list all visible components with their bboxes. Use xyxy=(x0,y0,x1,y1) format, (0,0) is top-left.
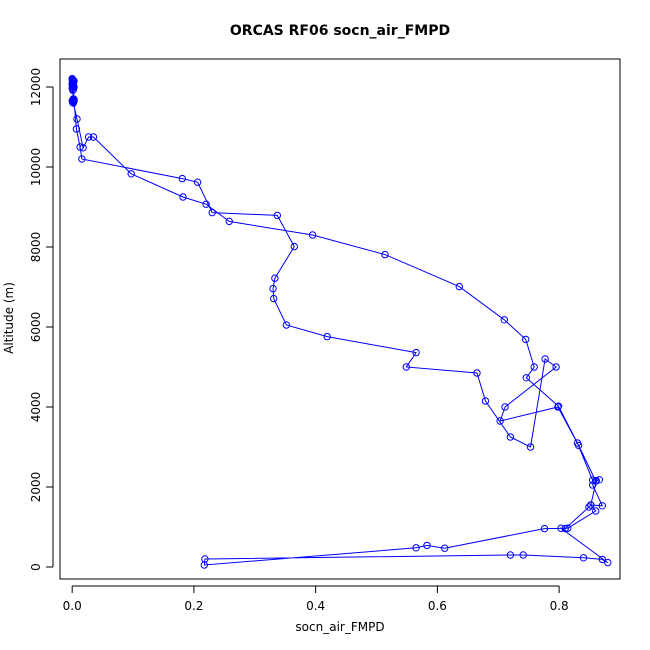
data-point xyxy=(200,561,209,569)
data-point xyxy=(501,403,509,411)
data-point xyxy=(412,544,420,552)
x-tick-label: 0.2 xyxy=(184,599,203,613)
data-point xyxy=(79,144,87,152)
y-tick-label: 8000 xyxy=(29,232,43,263)
data-point xyxy=(587,501,595,509)
data-point xyxy=(500,316,508,324)
y-axis-label: Altitude (m) xyxy=(2,282,16,354)
data-point xyxy=(579,554,588,562)
y-tick-label: 2000 xyxy=(29,472,43,503)
data-point xyxy=(574,441,583,450)
data-point xyxy=(178,174,187,183)
data-point xyxy=(290,242,298,251)
data-point xyxy=(70,77,78,85)
y-tick-label: 12000 xyxy=(29,68,43,106)
data-point xyxy=(72,125,81,133)
data-point xyxy=(564,524,572,532)
data-point xyxy=(540,524,549,533)
y-tick-label: 0 xyxy=(29,563,43,571)
data-point xyxy=(381,250,389,259)
data-point xyxy=(506,433,515,441)
data-point xyxy=(273,211,281,220)
data-point xyxy=(69,95,78,103)
data-point xyxy=(402,363,410,371)
data-point xyxy=(526,443,535,451)
data-point xyxy=(473,369,481,377)
data-point xyxy=(595,476,603,484)
data-point xyxy=(308,231,317,239)
x-tick-label: 0.8 xyxy=(550,599,569,613)
data-point xyxy=(552,363,560,371)
data-point xyxy=(73,115,81,123)
data-point xyxy=(592,507,600,515)
data-point xyxy=(225,217,233,226)
y-tick-label: 6000 xyxy=(29,312,43,343)
data-point xyxy=(522,335,530,344)
data-point xyxy=(585,503,593,511)
data-point xyxy=(84,133,93,141)
data-point xyxy=(455,282,463,291)
data-point xyxy=(282,321,291,329)
series-line xyxy=(71,78,609,566)
chart-title: ORCAS RF06 socn_air_FMPD xyxy=(230,23,450,39)
y-tick-label: 10000 xyxy=(29,148,43,186)
data-point xyxy=(76,143,84,151)
data-point xyxy=(541,355,549,363)
x-tick-label: 0.0 xyxy=(63,599,82,613)
data-point xyxy=(441,544,449,552)
data-point xyxy=(323,332,331,341)
data-point xyxy=(202,200,210,208)
y-tick-label: 4000 xyxy=(29,392,43,423)
data-point xyxy=(269,284,277,293)
data-point xyxy=(208,208,216,217)
data-point xyxy=(530,363,538,371)
x-tick-label: 0.4 xyxy=(306,599,325,613)
data-point xyxy=(506,551,515,559)
data-point xyxy=(554,403,562,411)
data-point xyxy=(270,294,278,303)
data-point xyxy=(89,133,98,141)
data-point xyxy=(496,417,504,425)
data-point xyxy=(69,76,77,84)
data-point xyxy=(481,397,490,405)
data-point xyxy=(519,551,527,559)
data-point xyxy=(598,555,606,564)
data-point xyxy=(193,178,202,186)
series-layer xyxy=(68,74,612,569)
data-point xyxy=(423,541,431,550)
data-point xyxy=(604,558,612,567)
x-axis-label: socn_air_FMPD xyxy=(295,620,384,634)
data-point xyxy=(561,524,569,533)
x-tick-label: 0.6 xyxy=(428,599,447,613)
data-point xyxy=(271,274,279,282)
data-point xyxy=(78,155,86,163)
data-point xyxy=(592,477,600,485)
data-point xyxy=(179,193,187,201)
plot-frame xyxy=(59,58,621,580)
data-point xyxy=(554,402,563,410)
data-point xyxy=(598,502,606,510)
data-point xyxy=(412,348,420,357)
data-point xyxy=(68,75,76,84)
data-point xyxy=(127,170,135,178)
x-axis: 0.0 0.2 0.4 0.6 0.8 xyxy=(63,585,569,613)
y-axis: 0 2000 4000 6000 8000 10000 12000 xyxy=(29,68,54,571)
data-point xyxy=(522,374,530,382)
